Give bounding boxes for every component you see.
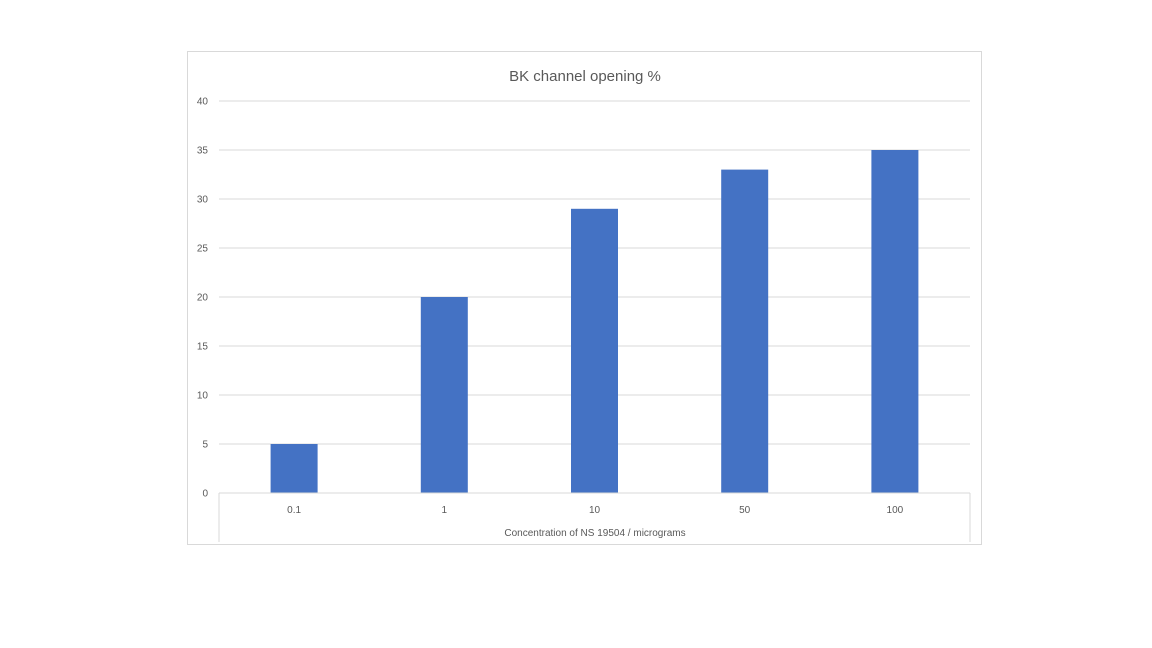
bar-chart: BK channel opening % 0 5 10 15 20 25 30 35 40 0.… xyxy=(197,68,971,542)
y-axis-ticks: 0 5 10 15 20 25 30 35 40 xyxy=(197,97,209,500)
x-tick-label: 50 xyxy=(739,505,751,516)
x-axis-ticks: 0.1 1 10 50 100 xyxy=(287,505,904,516)
y-tick-label: 40 xyxy=(197,97,209,108)
x-tick-label: 0.1 xyxy=(287,505,301,516)
bar xyxy=(420,297,468,493)
y-tick-label: 30 xyxy=(197,195,209,206)
y-tick-label: 25 xyxy=(197,244,209,255)
y-tick-label: 20 xyxy=(197,293,209,304)
x-tick-label: 100 xyxy=(887,505,904,516)
bar xyxy=(721,169,769,493)
bars xyxy=(270,150,919,494)
x-tick-label: 10 xyxy=(589,505,601,516)
bar xyxy=(571,208,618,494)
chart-frame: BK channel opening % 0 5 10 15 20 25 30 35 40 0.… xyxy=(187,51,982,545)
chart-title: BK channel opening % xyxy=(509,68,661,85)
bar xyxy=(270,444,318,493)
y-tick-label: 0 xyxy=(202,489,208,500)
y-tick-label: 35 xyxy=(197,146,209,157)
x-axis-label: Concentration of NS 19504 / micrograms xyxy=(504,528,685,539)
y-tick-label: 10 xyxy=(197,391,209,402)
bar xyxy=(871,150,919,493)
x-tick-label: 1 xyxy=(442,505,448,516)
y-tick-label: 15 xyxy=(197,342,209,353)
y-tick-label: 5 xyxy=(202,440,208,451)
